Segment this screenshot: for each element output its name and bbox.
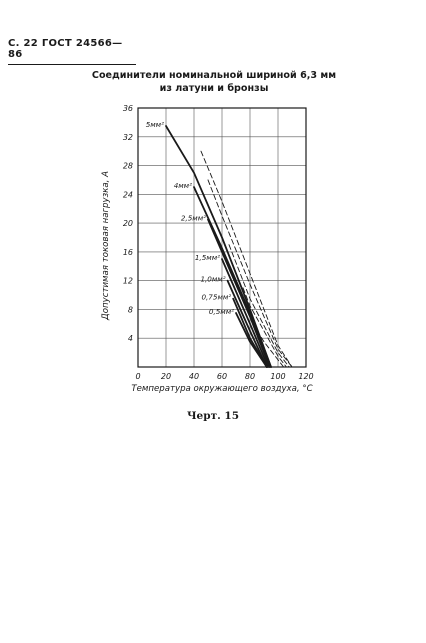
- y-tick-label: 12: [123, 277, 133, 286]
- x-axis-label: Температура окружающего воздуха, °С: [131, 384, 312, 394]
- series-line-8: [200, 150, 293, 368]
- x-tick-label: 80: [245, 372, 255, 381]
- series-label: 1,5мм²: [195, 253, 220, 262]
- x-tick-label: 20: [161, 372, 171, 381]
- series-line-11: [242, 287, 287, 368]
- series-line-2: [193, 186, 272, 368]
- y-tick-label: 8: [128, 305, 133, 314]
- series-label: 2,5мм²: [181, 214, 206, 223]
- series-line-10: [228, 244, 290, 368]
- figure-caption: Черт. 15: [186, 410, 240, 422]
- x-tick-label: 100: [270, 372, 285, 381]
- series-layer: [165, 125, 293, 368]
- series-label: 1,0мм²: [200, 275, 225, 284]
- label-layer: 5мм² 4мм² 2,5мм² 1,5мм² 1,0мм² 0,75мм² 0,5мм²: [146, 120, 234, 316]
- series-line-5: [226, 279, 268, 368]
- series-line-7: [235, 312, 268, 368]
- chart-title-block: Соединители номинальной шириной 6,3 мм и…: [80, 69, 348, 95]
- y-tick-label: 4: [128, 334, 133, 343]
- x-tick-label: 40: [189, 372, 199, 381]
- x-tick-label: 60: [217, 372, 227, 381]
- y-tick-label: 32: [123, 133, 133, 142]
- series-line-12: [252, 323, 285, 368]
- chart-title: Соединители номинальной шириной 6,3 мм: [91, 70, 337, 81]
- y-tick-label: 36: [123, 104, 133, 113]
- series-label: 0,75мм²: [201, 293, 231, 302]
- series-line-4: [221, 258, 270, 368]
- y-tick-label: 16: [123, 248, 133, 257]
- plot-frame: [137, 107, 307, 368]
- axis-layer: 0 20 40 60 80 100 120 4 8 12 16 20 24 28 32 36 Температу…: [101, 104, 314, 394]
- y-axis-label: Допустимая токовая нагрузка, А: [101, 171, 111, 321]
- page-header: С. 22 ГОСТ 24566—86: [8, 38, 136, 65]
- chart-subtitle: из латуни и бронзы: [159, 83, 269, 94]
- y-tick-label: 20: [123, 219, 133, 228]
- y-tick-label: 28: [123, 162, 133, 171]
- series-label: 5мм²: [146, 120, 164, 129]
- y-tick-label: 24: [123, 190, 133, 199]
- series-label: 0,5мм²: [209, 307, 234, 316]
- series-line-3: [207, 218, 271, 368]
- x-tick-label: 120: [298, 372, 313, 381]
- series-label: 4мм²: [174, 181, 192, 190]
- x-tick-label: 0: [135, 372, 140, 381]
- series-line-9: [207, 179, 293, 368]
